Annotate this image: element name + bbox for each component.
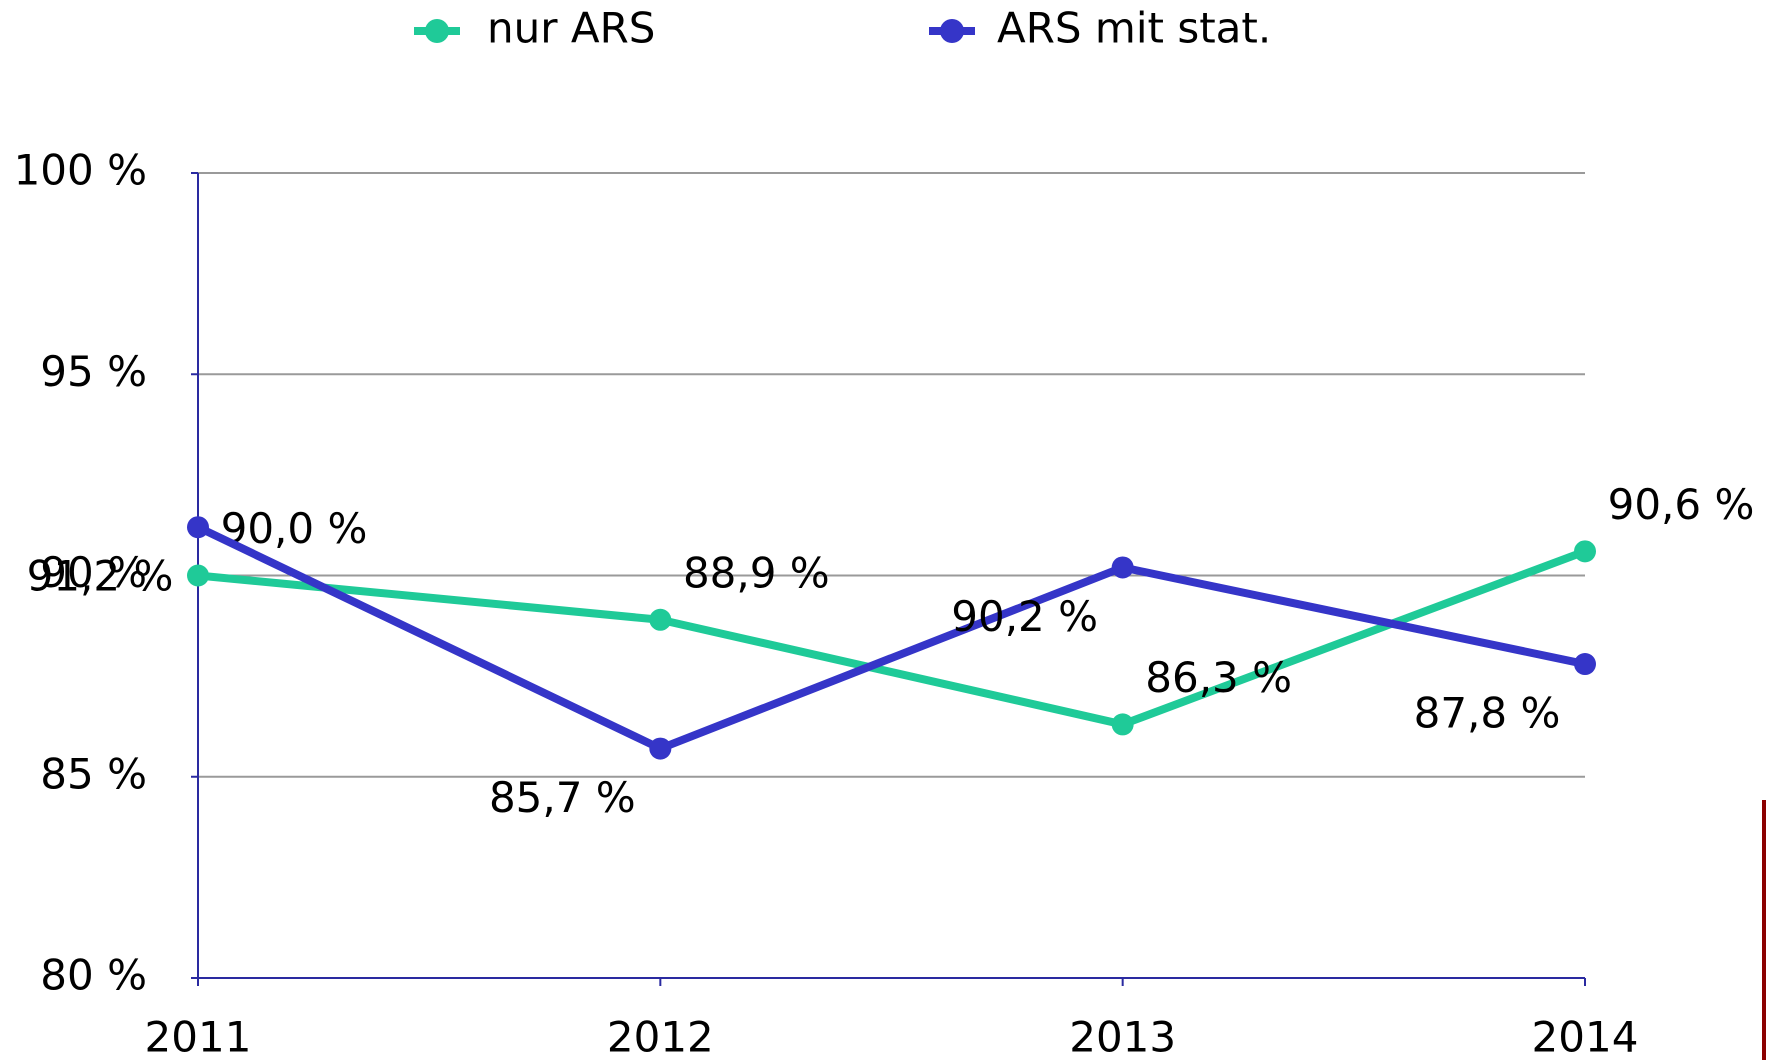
data-label: 88,9 % — [683, 548, 830, 597]
y-tick-label: 80 % — [40, 951, 147, 1000]
data-label: 85,7 % — [489, 773, 636, 822]
x-tick-label: 2011 — [145, 1013, 252, 1060]
data-label: 90,6 % — [1608, 480, 1755, 529]
legend-label: nur ARS — [487, 4, 655, 53]
x-tick-label: 2013 — [1069, 1013, 1176, 1060]
legend-label: ARS mit stat. — [997, 4, 1271, 53]
y-tick-label: 85 % — [40, 749, 147, 798]
data-point — [1574, 653, 1596, 676]
data-point — [1111, 713, 1134, 736]
legend-marker — [425, 19, 449, 43]
data-point — [649, 737, 672, 760]
data-label: 87,8 % — [1414, 689, 1561, 738]
data-point — [187, 516, 209, 539]
x-tick-label: 2012 — [607, 1013, 714, 1060]
data-point — [187, 564, 209, 587]
y-tick-label: 95 % — [40, 347, 147, 396]
data-label: 91,2 % — [27, 552, 174, 601]
data-point — [1574, 540, 1596, 563]
data-label: 86,3 % — [1145, 653, 1292, 702]
series-line — [197, 547, 1587, 729]
y-tick-label: 100 % — [14, 146, 147, 195]
data-label: 90,2 % — [951, 592, 1098, 641]
y-tick-label: 90 % — [40, 548, 147, 597]
data-point — [1111, 556, 1134, 579]
data-point — [649, 608, 672, 631]
x-tick-label: 2014 — [1532, 1013, 1639, 1060]
series-line — [196, 523, 1586, 753]
legend-marker — [940, 19, 964, 43]
data-label: 90,0 % — [221, 504, 368, 553]
